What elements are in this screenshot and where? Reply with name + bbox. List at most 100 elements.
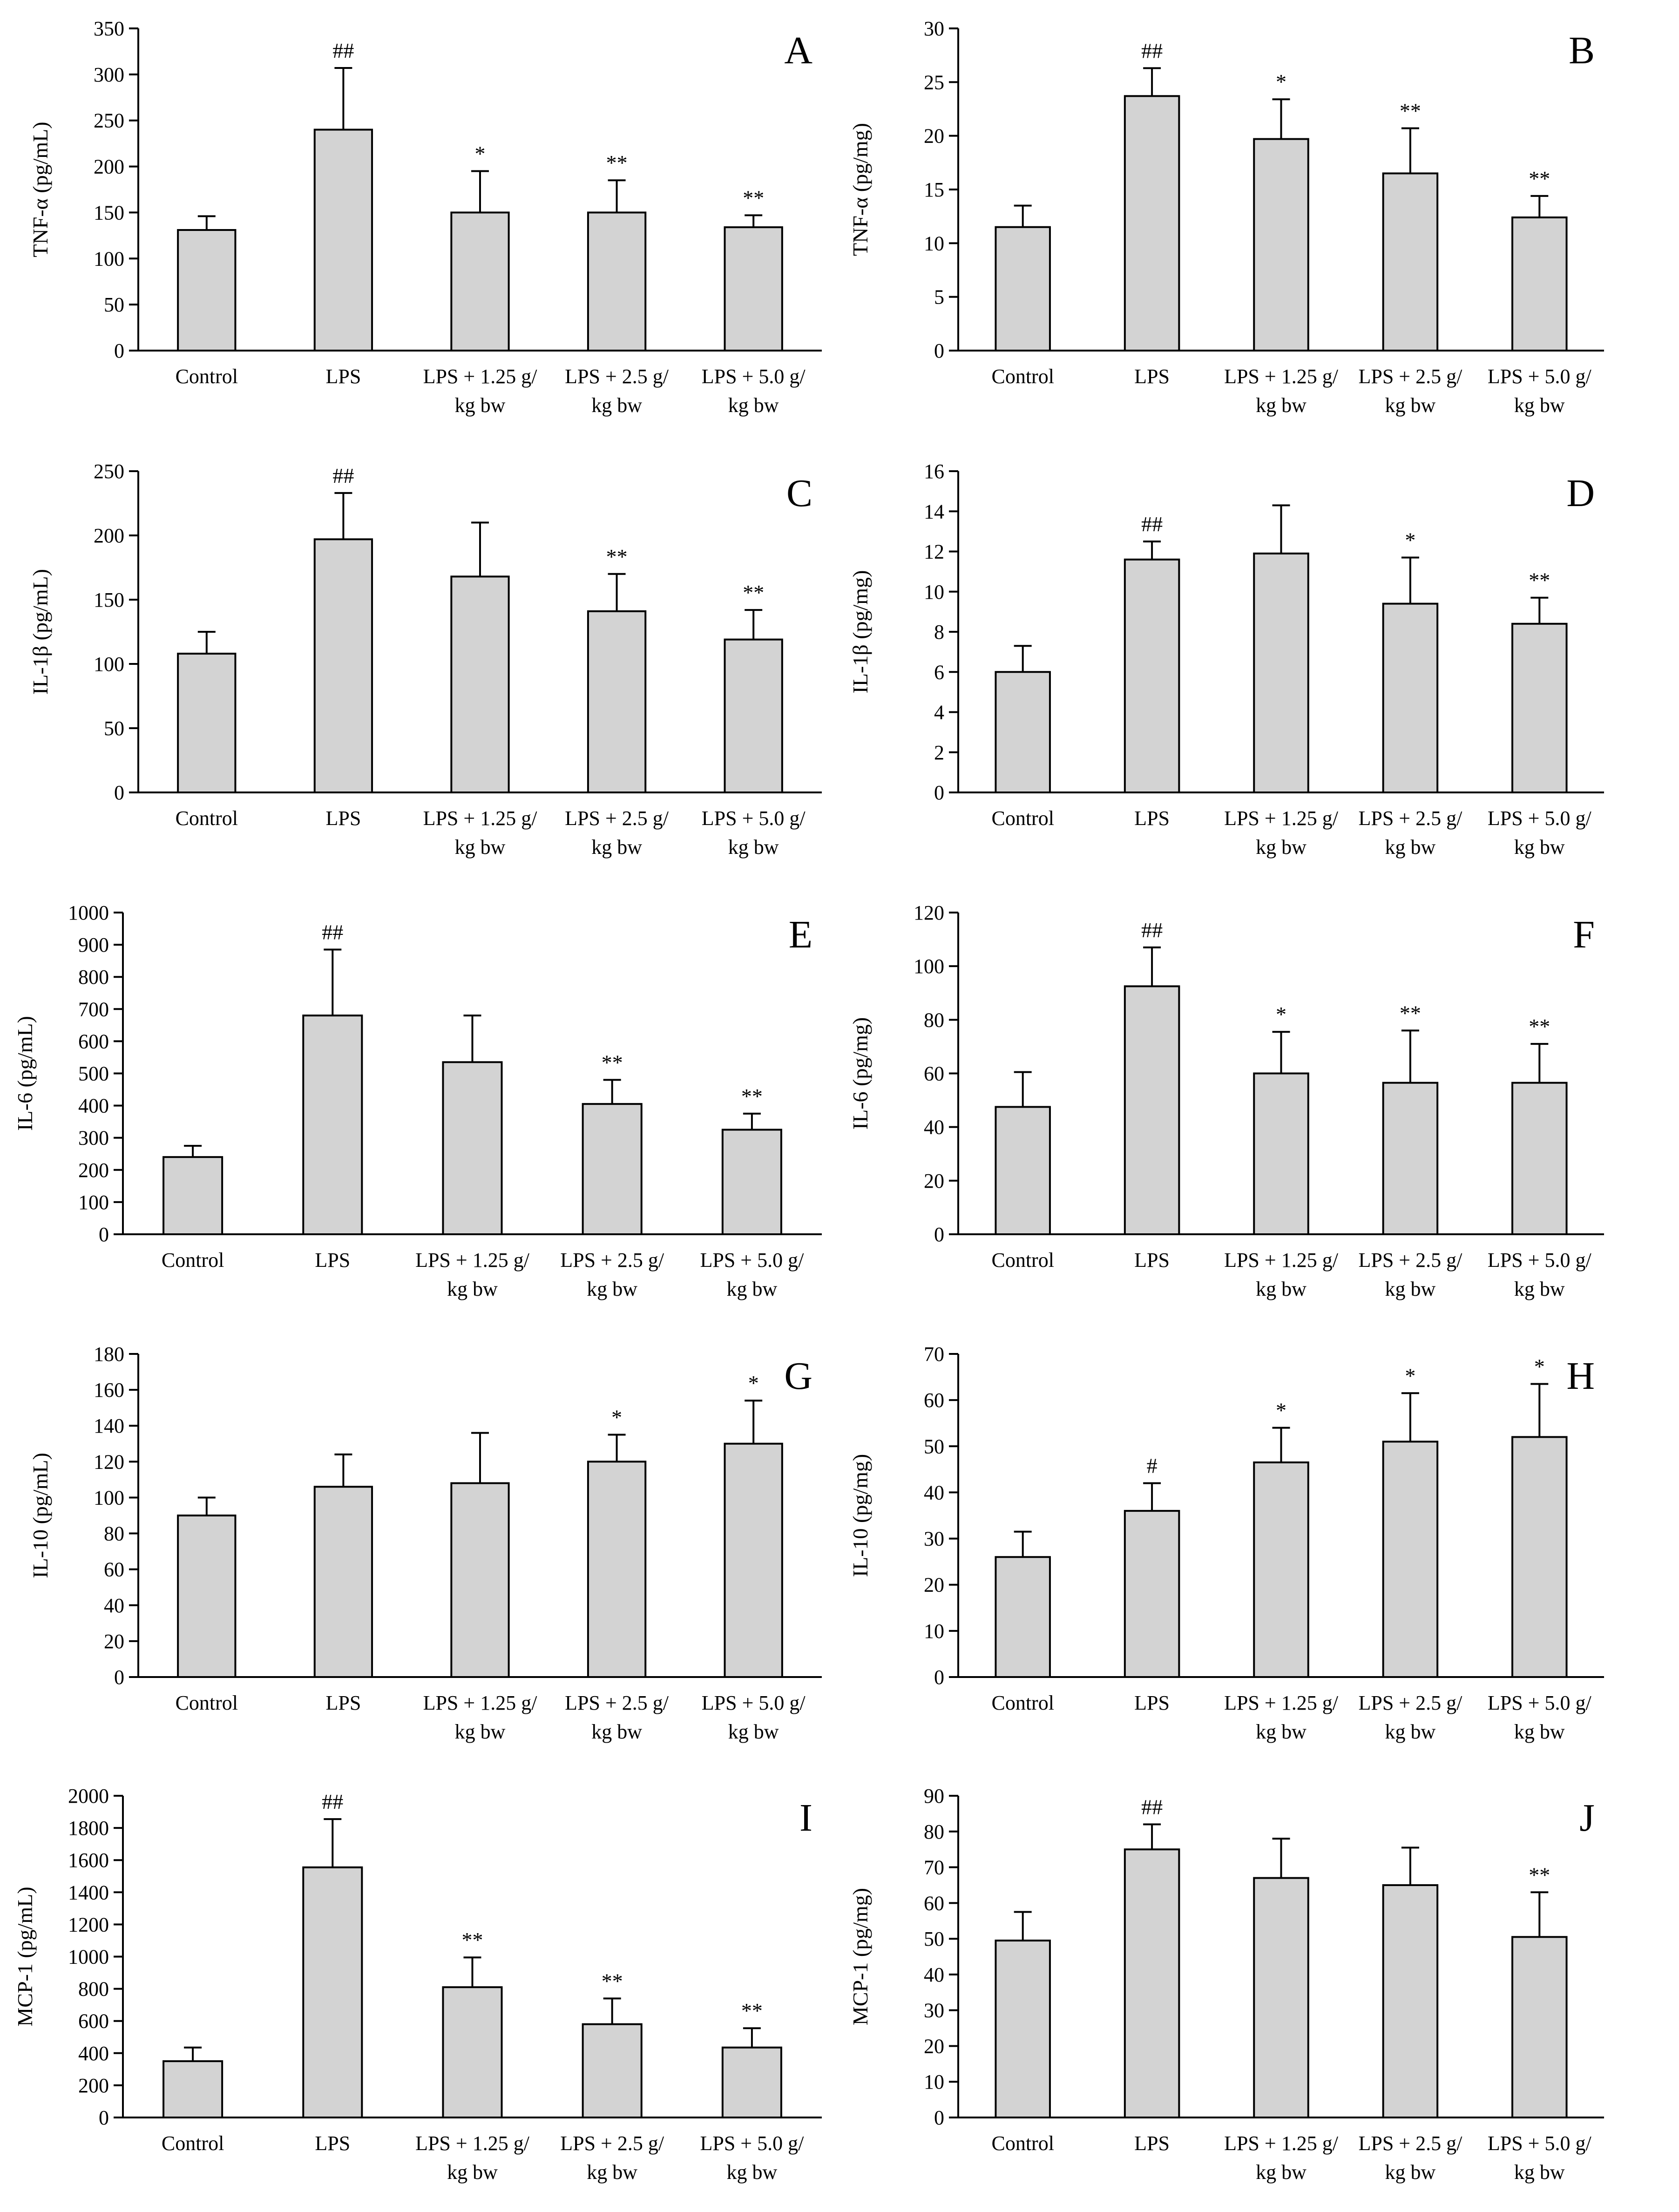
x-tick-label: LPS + 5.0 g/kg bw	[1488, 1249, 1592, 1300]
bar	[1511, 1936, 1568, 2119]
bar	[177, 1515, 237, 1678]
y-tick-label: 80	[104, 1522, 124, 1545]
panel-letter: B	[1569, 29, 1595, 72]
bar	[1382, 1441, 1439, 1678]
y-tick-label: 20	[924, 1170, 944, 1192]
significance-mark: *	[1405, 528, 1415, 552]
y-axis-title: IL-10 (pg/mL)	[28, 1453, 52, 1578]
x-tick-label: LPS + 2.5 g/kg bw	[1358, 807, 1462, 859]
significance-mark: ##	[1141, 918, 1163, 942]
bar	[724, 1442, 783, 1678]
significance-mark: **	[743, 581, 764, 604]
y-axis-title: MCP-1 (pg/mL)	[13, 1887, 37, 2026]
significance-mark: **	[741, 1999, 763, 2023]
y-tick-label: 40	[924, 1116, 944, 1139]
y-tick-label: 0	[114, 339, 124, 362]
x-tick-label: LPS + 1.25 g/kg bw	[1224, 807, 1339, 859]
x-tick-label: LPS + 2.5 g/kg bw	[1358, 365, 1462, 417]
y-tick-label: 0	[934, 781, 944, 804]
chart-panel-d: 0 2 4 6 8 10 12 14 16 IL-1β (pg/mg) D Control ## LPS L…	[848, 460, 1604, 859]
y-tick-label: 120	[94, 1450, 124, 1473]
bar	[721, 1129, 782, 1236]
y-tick-label: 1800	[68, 1817, 109, 1840]
y-tick-label: 900	[78, 934, 109, 956]
x-tick-label: LPS + 1.25 g/kg bw	[1224, 1691, 1339, 1743]
y-tick-label: 400	[78, 2042, 109, 2065]
y-tick-label: 5	[934, 286, 944, 309]
bar	[995, 1939, 1051, 2119]
y-tick-label: 14	[924, 500, 944, 523]
significance-mark: **	[1400, 1001, 1421, 1025]
x-tick-label: LPS	[1134, 1249, 1170, 1272]
panel-letter: G	[784, 1354, 812, 1398]
x-tick-label: Control	[176, 365, 238, 388]
panel-letter: C	[786, 472, 812, 515]
y-tick-label: 100	[94, 1486, 124, 1509]
x-tick-label: Control	[991, 365, 1054, 388]
bar	[582, 2023, 643, 2118]
x-tick-label: LPS + 2.5 g/kg bw	[565, 365, 669, 417]
bar	[1382, 1082, 1439, 1235]
bar	[1253, 1461, 1309, 1678]
y-axis-title: TNF-α (pg/mg)	[848, 123, 872, 256]
significance-mark: *	[1405, 1364, 1415, 1387]
bar	[177, 652, 237, 794]
bar	[177, 229, 237, 352]
significance-mark: ##	[322, 1790, 343, 1813]
y-tick-label: 200	[78, 2074, 109, 2097]
x-tick-label: LPS + 1.25 g/kg bw	[1224, 365, 1339, 417]
y-tick-label: 500	[78, 1062, 109, 1085]
y-tick-label: 30	[924, 17, 944, 40]
x-tick-label: LPS + 1.25 g/kg bw	[1224, 1249, 1339, 1300]
x-tick-label: LPS	[325, 1691, 361, 1714]
bar	[1511, 1082, 1568, 1235]
x-tick-label: LPS	[325, 365, 361, 388]
x-tick-label: LPS + 5.0 g/kg bw	[1488, 807, 1592, 859]
bar	[1124, 1510, 1180, 1678]
chart-panel-f: 0 20 40 60 80 100 120 IL-6 (pg/mg) F Control ## LPS…	[848, 901, 1604, 1300]
significance-mark: **	[1400, 99, 1421, 123]
y-tick-label: 80	[924, 1008, 944, 1031]
x-tick-label: LPS + 2.5 g/kg bw	[1358, 1249, 1462, 1300]
chart-panel-i: 0 200 400 600 800 1000 1200 1400 1600 1800 2000 MCP…	[13, 1785, 822, 2184]
y-tick-label: 90	[924, 1785, 944, 1807]
x-tick-label: LPS	[1134, 2132, 1170, 2155]
significance-mark: #	[1147, 1454, 1158, 1478]
bar	[1382, 602, 1439, 793]
panel-letter: F	[1573, 913, 1595, 956]
y-tick-label: 20	[924, 1574, 944, 1596]
bar	[313, 538, 373, 793]
significance-mark: **	[462, 1928, 483, 1952]
x-tick-label: LPS + 2.5 g/kg bw	[560, 1249, 664, 1300]
significance-mark: *	[1276, 70, 1286, 94]
bar	[1253, 552, 1309, 793]
panel-letter: D	[1566, 472, 1595, 515]
y-tick-label: 0	[934, 1666, 944, 1689]
significance-mark: **	[1529, 568, 1550, 592]
chart-panel-e: 0 100 200 300 400 500 600 700 800 900 1000 IL-6 (pg…	[13, 901, 822, 1300]
x-tick-label: Control	[162, 2132, 224, 2155]
bar	[442, 1986, 503, 2119]
y-tick-label: 100	[94, 247, 124, 270]
significance-mark: *	[748, 1371, 759, 1395]
bar	[1253, 1072, 1309, 1235]
x-tick-label: LPS + 5.0 g/kg bw	[702, 1691, 806, 1743]
x-tick-label: LPS + 5.0 g/kg bw	[1488, 1691, 1592, 1743]
y-tick-label: 0	[114, 781, 124, 804]
bar	[1382, 172, 1439, 352]
y-tick-label: 100	[94, 653, 124, 676]
x-tick-label: LPS + 2.5 g/kg bw	[1358, 2132, 1462, 2184]
x-tick-label: Control	[991, 2132, 1054, 2155]
bar	[313, 129, 373, 352]
y-tick-label: 50	[104, 293, 124, 316]
x-tick-label: Control	[991, 807, 1054, 830]
bar	[724, 638, 783, 794]
significance-mark: *	[1276, 1399, 1286, 1422]
bar	[302, 1866, 363, 2119]
significance-mark: *	[611, 1406, 622, 1429]
y-tick-label: 200	[94, 524, 124, 547]
y-tick-label: 0	[934, 1223, 944, 1246]
y-tick-label: 250	[94, 109, 124, 132]
y-tick-label: 100	[914, 955, 944, 978]
y-tick-label: 0	[99, 2106, 109, 2129]
